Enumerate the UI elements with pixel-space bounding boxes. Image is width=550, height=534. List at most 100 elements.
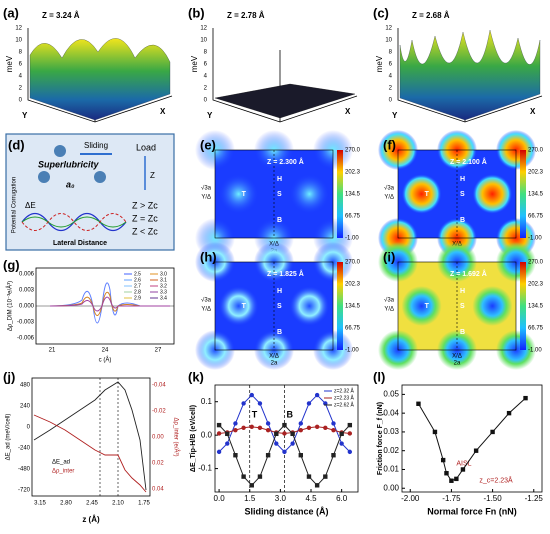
tick-label: 2 <box>19 86 23 92</box>
point <box>233 427 238 433</box>
z-label: Z = 1.825 Å <box>267 269 304 278</box>
point <box>282 431 287 436</box>
panel-label: (f) <box>383 137 396 152</box>
series-line <box>418 397 526 482</box>
point <box>290 441 295 446</box>
point <box>314 392 320 398</box>
panel-b: (b) Z = 2.78 Å meV Y X <box>188 5 358 123</box>
y2-tick-label: -0.04 <box>152 383 166 389</box>
y-label: Potential Corrugation <box>12 177 18 233</box>
panel-c: (c) Z = 2.68 Å meV Y X <box>373 5 543 123</box>
atom <box>38 171 50 183</box>
site: T <box>242 303 247 310</box>
tick-label: 12 <box>200 26 207 32</box>
x-label: X/Δ <box>269 354 279 360</box>
point <box>323 401 328 406</box>
panel-label: (g) <box>3 257 20 272</box>
legend-entry: 2.6 <box>134 277 141 283</box>
point <box>323 425 328 430</box>
point <box>440 457 446 463</box>
legend-entry: 3.3 <box>160 289 167 295</box>
site: T <box>425 191 430 198</box>
point <box>290 431 295 437</box>
tick-label: 8 <box>19 50 23 56</box>
point <box>460 467 466 472</box>
x-tick-label: 2.45 <box>86 501 98 507</box>
panel-d: (d) Sliding Load Z Superlubricity a₀ ΔE … <box>5 133 175 251</box>
surface <box>214 83 356 119</box>
unit: meV <box>5 55 14 72</box>
y-axis: Y <box>22 111 28 120</box>
legend-entry: z=2.32 Å <box>334 387 355 394</box>
x-axis: X <box>160 107 166 116</box>
x-tick-label: 2.80 <box>60 501 72 507</box>
point <box>416 401 421 406</box>
y-sub: Y/Δ <box>384 307 394 313</box>
frame <box>214 149 334 239</box>
y-tick-label: 0.04 <box>383 408 399 417</box>
surface <box>399 29 541 121</box>
point <box>241 425 246 430</box>
site: B <box>460 217 465 224</box>
z-label: Z = 2.78 Å <box>227 11 265 20</box>
y-tick-label: -0.006 <box>17 336 35 342</box>
y-axis: Y <box>207 111 213 120</box>
curve <box>49 291 170 316</box>
y-tick-label: -240 <box>18 446 31 452</box>
legend-entry: 2.9 <box>134 295 141 301</box>
panel-label: (a) <box>3 5 19 20</box>
tick-label: 6 <box>204 62 208 68</box>
x-tick-label: 27 <box>155 348 162 354</box>
frame <box>397 149 517 239</box>
tick-label: 0 <box>389 98 393 104</box>
point <box>249 424 254 429</box>
panel-j: (j) ΔE_ad (meV/cell) Δρ_inter (e/Å³) z (… <box>3 369 179 524</box>
tick-label: 12 <box>15 26 22 32</box>
point <box>257 474 263 479</box>
legend-entry: Z = Zc <box>132 213 158 223</box>
site: H <box>460 176 465 183</box>
annotation: z_c=2.23Å <box>479 476 513 485</box>
panel-label: (h) <box>200 249 217 264</box>
colorbar-label: 202.3 <box>345 282 361 288</box>
colorbar-label: -1.00 <box>345 236 359 242</box>
y-label: ΔE_Tip-H/B (eV/cell) <box>190 405 197 472</box>
y-axis: Y <box>392 111 398 120</box>
point <box>274 431 279 437</box>
spot <box>289 286 330 326</box>
point <box>265 453 271 458</box>
site: S <box>460 303 465 310</box>
x-label: Normal force Fn (nN) <box>427 506 517 516</box>
y-tick-label: 0.0 <box>201 430 213 439</box>
panel-label: (c) <box>373 5 389 20</box>
panel-g: (g) Δρ_DIM (10⁻³e/Å³) c (Å) <box>3 257 175 364</box>
point <box>241 401 246 406</box>
colorbar-label: 66.75 <box>345 214 361 220</box>
tick-label: 0 <box>204 98 208 104</box>
site: B <box>277 329 282 336</box>
spot <box>218 286 259 326</box>
tick-label: 2 <box>204 86 208 92</box>
point <box>249 483 254 488</box>
point <box>323 474 328 479</box>
tick-label: 4 <box>19 74 23 80</box>
x-label: z (Å) <box>82 515 100 524</box>
tick-label: 10 <box>200 38 207 44</box>
y-tick-label: 0.00 <box>383 483 399 492</box>
atom <box>54 145 66 157</box>
atom <box>94 171 106 183</box>
spot <box>401 174 442 214</box>
z-label: Z = 2.100 Å <box>450 157 487 166</box>
y-tick-label: 240 <box>20 404 31 410</box>
legend-entry: 3.2 <box>160 283 167 289</box>
point <box>298 421 303 426</box>
legend-entry: Z > Zc <box>132 200 158 210</box>
x-tick-label: 4.5 <box>305 494 317 503</box>
site: S <box>277 303 282 310</box>
point <box>274 441 279 446</box>
point <box>339 431 344 437</box>
point <box>444 471 449 476</box>
colorbar-label: -1.00 <box>528 236 542 242</box>
point <box>257 425 263 430</box>
